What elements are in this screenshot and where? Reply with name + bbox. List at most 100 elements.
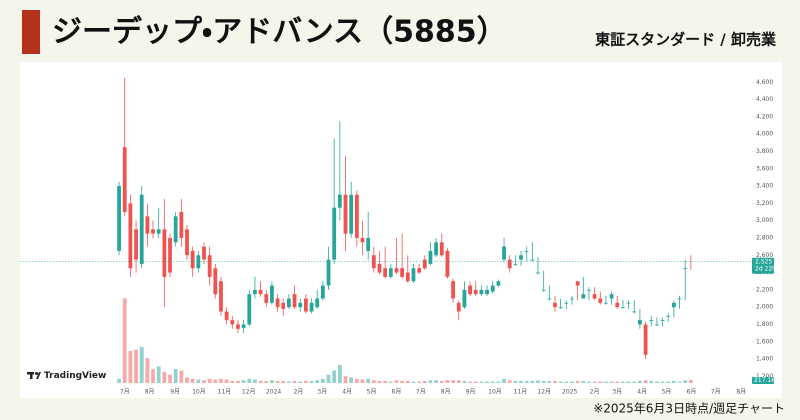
candle-body xyxy=(400,268,405,277)
volume-bar xyxy=(287,381,291,383)
volume-bar xyxy=(677,381,682,383)
volume-bar xyxy=(473,381,478,383)
volume-bar xyxy=(468,381,472,383)
volume-bar xyxy=(564,381,569,383)
volume-bar xyxy=(122,298,127,383)
volume-bar xyxy=(173,369,178,383)
candle-body xyxy=(541,289,546,291)
candle-body xyxy=(394,268,399,273)
x-tick-label: 2月 xyxy=(294,389,304,396)
candle-body xyxy=(253,289,257,295)
volume-bar xyxy=(303,380,308,383)
volume-bar xyxy=(179,370,184,383)
volume-bar xyxy=(332,370,337,383)
candle-body xyxy=(134,229,138,260)
candle-body xyxy=(366,237,371,251)
candle-body xyxy=(264,294,269,303)
candle-body xyxy=(671,302,676,308)
candle-body xyxy=(337,194,342,208)
candle-body xyxy=(117,186,121,251)
chart-title: ジーデップ・アドバンス（5885） xyxy=(52,15,507,50)
candle-body xyxy=(326,259,331,286)
logo-part xyxy=(35,372,38,375)
volume-bar xyxy=(309,380,314,383)
volume-bar xyxy=(621,381,625,383)
y-tick-label: 1,400 xyxy=(756,356,773,363)
volume-bar xyxy=(649,380,654,383)
volume-bar xyxy=(581,380,586,383)
y-tick-label: 2,600 xyxy=(756,252,773,259)
volume-bar xyxy=(524,380,529,383)
candle-body xyxy=(354,194,359,238)
volume-bar xyxy=(247,378,252,383)
candle-body xyxy=(162,229,167,277)
volume-bar xyxy=(224,379,229,383)
x-tick-label: 11月 xyxy=(218,389,232,396)
candle-body xyxy=(207,255,212,277)
volume-bar xyxy=(660,381,665,383)
candle-body xyxy=(456,302,461,312)
candle-body xyxy=(502,246,506,260)
y-tick-label: 3,400 xyxy=(756,183,773,190)
candle-body xyxy=(213,268,218,295)
y-tick-label: 4,400 xyxy=(756,96,773,103)
volume-bar xyxy=(643,380,648,383)
y-tick-label: 1,600 xyxy=(756,338,773,345)
volume-bar xyxy=(490,381,495,383)
candle-body xyxy=(564,302,569,304)
y-tick-label: 1,800 xyxy=(756,321,773,328)
volume-bar xyxy=(162,371,167,383)
x-tick-label: 4月 xyxy=(342,389,352,396)
candle-body xyxy=(638,320,642,325)
volume-bar xyxy=(638,380,642,383)
volume-bar xyxy=(507,380,512,383)
x-tick-label: 6月 xyxy=(687,389,697,396)
volume-bar xyxy=(337,364,342,383)
candle-body xyxy=(490,285,495,292)
candle-body xyxy=(377,263,382,273)
x-tick-label: 7月 xyxy=(120,389,130,396)
x-tick-label: 6月 xyxy=(392,389,402,396)
volume-bar xyxy=(428,380,433,383)
volume-bar xyxy=(185,377,189,383)
last-price-label: 2,525 xyxy=(755,258,772,265)
x-tick-label: 7月 xyxy=(711,389,721,396)
candle-body xyxy=(592,294,597,299)
candle-body xyxy=(417,268,422,273)
x-tick-label: 10月 xyxy=(192,389,206,396)
candle-body xyxy=(230,320,235,325)
candle-body xyxy=(332,207,337,260)
volume-bar xyxy=(683,380,688,383)
footnote: ※2025年6月3日時点/週足チャート xyxy=(593,402,785,416)
candle-body xyxy=(598,298,603,303)
y-tick-label: 2,800 xyxy=(756,234,773,241)
volume-bar xyxy=(439,380,444,383)
x-tick-label: 8月 xyxy=(736,389,746,396)
volume-bar xyxy=(496,381,501,383)
volume-bar xyxy=(264,380,269,383)
volume-bar xyxy=(270,380,274,383)
candle-body xyxy=(683,268,688,270)
volume-bar xyxy=(626,381,631,383)
volume-bar xyxy=(666,381,671,383)
y-tick-label: 2,000 xyxy=(756,304,773,311)
candle-body xyxy=(677,298,682,300)
volume-bar xyxy=(547,380,552,383)
logo-part xyxy=(30,372,33,379)
candle-body xyxy=(434,242,439,256)
volume-bar xyxy=(519,380,523,383)
candle-body xyxy=(660,320,665,321)
volume-bar xyxy=(434,380,439,383)
y-tick-label: 4,600 xyxy=(756,79,773,86)
candle-body xyxy=(292,294,297,308)
candle-body xyxy=(524,250,529,252)
candle-body xyxy=(168,237,172,273)
candle-body xyxy=(468,285,472,295)
candle-body xyxy=(236,324,240,329)
candle-body xyxy=(513,263,518,265)
candle-body xyxy=(320,285,325,299)
volume-bar xyxy=(530,380,535,383)
candle-body xyxy=(219,281,223,312)
x-tick-label: 11月 xyxy=(514,389,528,396)
